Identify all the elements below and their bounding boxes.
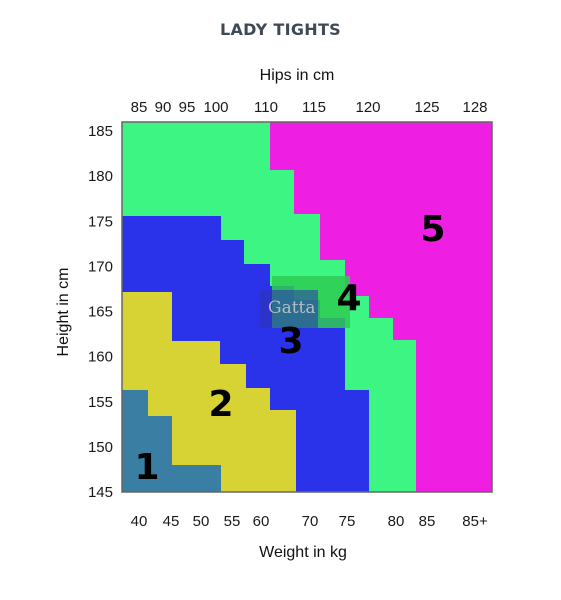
- y-tick-label: 150: [88, 439, 113, 456]
- y-tick-label: 145: [88, 484, 113, 501]
- zone-size-2: [122, 292, 296, 492]
- size-label-4: 4: [336, 278, 361, 319]
- zone-size-5: [270, 122, 492, 492]
- y-tick-label: 180: [88, 168, 113, 185]
- top-tick-label: 100: [203, 99, 228, 116]
- top-axis-title: Hips in cm: [260, 67, 335, 84]
- x-tick-label: 55: [224, 513, 241, 530]
- x-tick-label: 80: [388, 513, 405, 530]
- y-axis-title: Height in cm: [55, 268, 72, 357]
- y-tick-label: 155: [88, 394, 113, 411]
- x-tick-label: 70: [302, 513, 319, 530]
- top-tick-label: 128: [462, 99, 487, 116]
- x-tick-label: 50: [193, 513, 210, 530]
- top-tick-label: 120: [355, 99, 380, 116]
- chart-title: LADY TIGHTS: [220, 20, 341, 39]
- x-tick-label: 60: [253, 513, 270, 530]
- size-label-3: 3: [278, 321, 303, 362]
- top-tick-label: 110: [254, 99, 278, 116]
- size-label-2: 2: [208, 384, 233, 425]
- top-tick-label: 125: [414, 99, 439, 116]
- y-tick-label: 160: [88, 349, 113, 366]
- x-tick-label: 40: [131, 513, 148, 530]
- zone-size-1: [122, 390, 221, 492]
- y-tick-label: 175: [88, 213, 113, 230]
- top-tick-label: 115: [302, 99, 326, 116]
- zone-size-3: [122, 216, 369, 492]
- x-axis-title: Weight in kg: [259, 544, 347, 561]
- x-tick-label: 85: [419, 513, 436, 530]
- plot-frame: [121, 121, 493, 493]
- watermark-text: Gatta: [268, 298, 316, 318]
- top-tick-label: 95: [179, 99, 196, 116]
- x-tick-label: 75: [339, 513, 356, 530]
- x-tick-label: 45: [163, 513, 180, 530]
- y-tick-label: 170: [88, 258, 113, 275]
- watermark-badge: [260, 290, 318, 328]
- y-tick-label: 165: [88, 304, 113, 321]
- size-label-5: 5: [420, 209, 445, 250]
- top-tick-label: 90: [155, 99, 172, 116]
- top-tick-label: 85: [131, 99, 148, 116]
- x-tick-label: 85+: [462, 513, 488, 530]
- y-tick-label: 185: [88, 123, 113, 140]
- size-label-1: 1: [134, 447, 159, 488]
